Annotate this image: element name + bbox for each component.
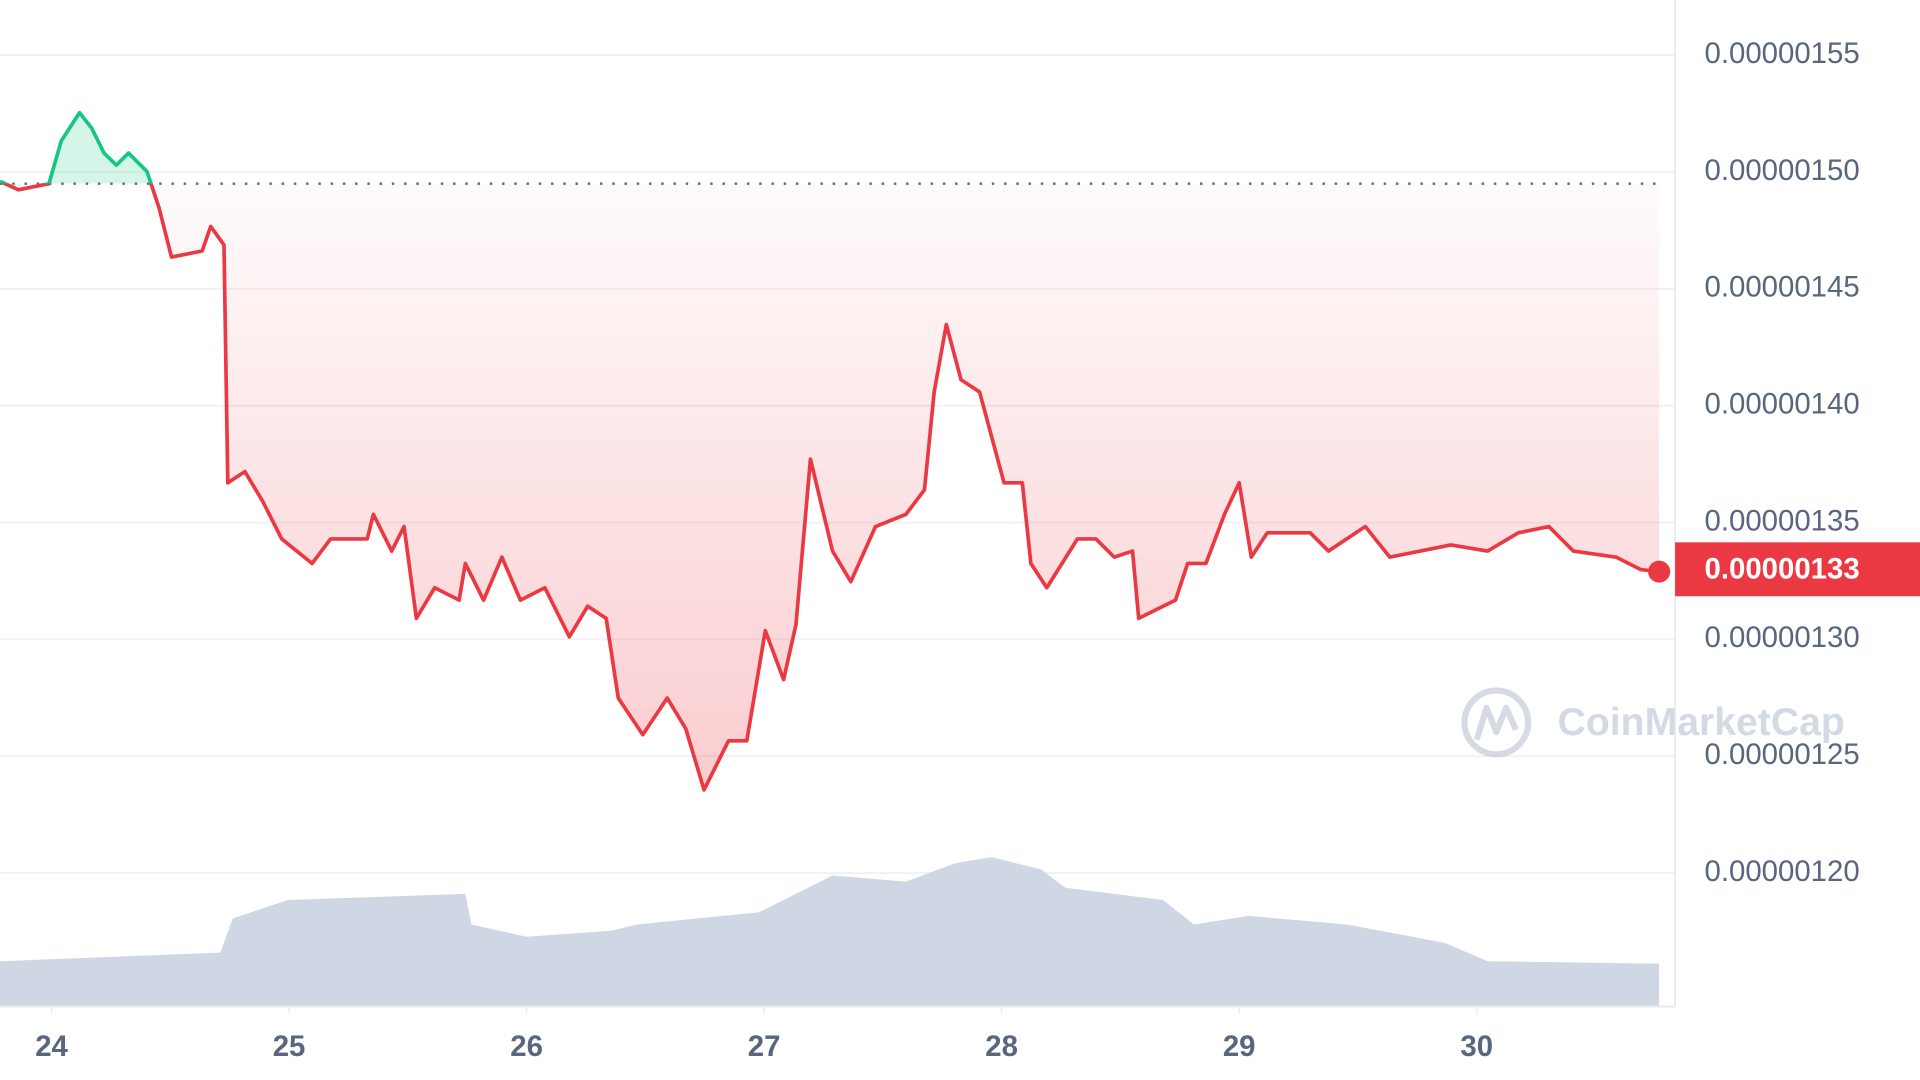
- x-tick-label: 28: [985, 1030, 1018, 1063]
- y-tick-label: 0.00000125: [1704, 738, 1859, 771]
- x-tick-label: 25: [273, 1030, 306, 1063]
- x-tick-label: 30: [1460, 1030, 1493, 1063]
- price-badge-label: 0.00000133: [1704, 552, 1859, 585]
- y-tick-label: 0.00000150: [1704, 154, 1859, 187]
- y-tick-label: 0.00000130: [1704, 621, 1859, 654]
- volume-area: [0, 857, 1660, 1007]
- watermark-logo: [1461, 687, 1532, 758]
- price-line: [0, 110, 1660, 792]
- y-tick-label: 0.00000135: [1704, 504, 1859, 537]
- y-tick-label: 0.00000140: [1704, 387, 1859, 420]
- x-tick-label: 26: [510, 1030, 543, 1063]
- price-badge: [1675, 542, 1920, 597]
- x-tick-label: 24: [35, 1030, 68, 1063]
- x-tick-label: 27: [748, 1030, 781, 1063]
- y-tick-label: 0.00000145: [1704, 271, 1859, 304]
- y-tick-label: 0.00000120: [1704, 855, 1859, 888]
- y-tick-label: 0.00000155: [1704, 37, 1859, 70]
- last-point: [1648, 560, 1671, 583]
- watermark: CoinMarketCap: [1558, 701, 1845, 744]
- price-area: [0, 112, 1660, 790]
- x-tick-label: 29: [1223, 1030, 1256, 1063]
